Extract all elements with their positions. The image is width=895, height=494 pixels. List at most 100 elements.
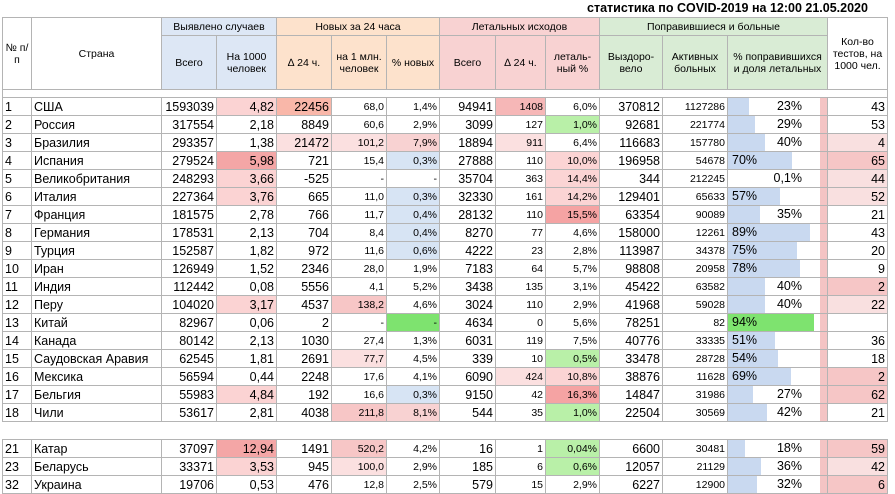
cell-tests: 53 xyxy=(827,115,888,134)
cell-pct-recovered: 40% xyxy=(727,295,828,314)
cell-deaths-total: 3024 xyxy=(439,295,496,314)
cell-per-million: 16,6 xyxy=(331,385,387,404)
cell-delta24: 2346 xyxy=(276,259,332,278)
cell-index: 7 xyxy=(2,205,32,224)
cell-per-million: 11,7 xyxy=(331,205,387,224)
cell-lethal-pct: 0,6% xyxy=(545,457,600,476)
cell-pct-recovered-label: 40% xyxy=(776,279,802,293)
lethal-share-bar xyxy=(820,386,827,403)
cell-pct-recovered: 89% xyxy=(727,223,828,242)
cell-deaths-total: 4222 xyxy=(439,241,496,260)
cell-pct-new: 0,3% xyxy=(386,151,440,170)
cell-deaths-total: 544 xyxy=(439,403,496,422)
cell-recovered: 92681 xyxy=(599,115,663,134)
cell-pct-recovered: 51% xyxy=(727,331,828,350)
recovered-fill-bar xyxy=(728,260,800,277)
header-country: Страна xyxy=(31,17,162,90)
recovered-fill-bar xyxy=(728,152,792,169)
cell-pct-new: 2,9% xyxy=(386,457,440,476)
cell-tests: 6 xyxy=(827,475,888,494)
cell-per1000: 5,98 xyxy=(216,151,277,170)
cell-recovered: 78251 xyxy=(599,313,663,332)
cell-index: 5 xyxy=(2,169,32,188)
cell-country: Иран xyxy=(31,259,162,278)
cell-per-million: 8,4 xyxy=(331,223,387,242)
cell-pct-recovered: 94% xyxy=(727,313,828,332)
cell-pct-recovered-label: 94% xyxy=(732,315,758,329)
cell-pct-recovered: 35% xyxy=(727,205,828,224)
cell-active: 31986 xyxy=(662,385,728,404)
cell-pct-recovered-label: 54% xyxy=(732,351,758,365)
cell-total: 293357 xyxy=(161,133,217,152)
cell-per1000: 1,81 xyxy=(216,349,277,368)
lethal-share-bar xyxy=(820,476,827,493)
cell-active: 90089 xyxy=(662,205,728,224)
cell-pct-recovered: 36% xyxy=(727,457,828,476)
table-row: 14 Канада 80142 2,13 1030 27,4 1,3% 6031 119 7,5%… xyxy=(2,331,888,350)
cell-deaths-delta: 42 xyxy=(495,385,546,404)
cell-index: 12 xyxy=(2,295,32,314)
cell-lethal-pct: 3,1% xyxy=(545,277,600,296)
cell-deaths-total: 6031 xyxy=(439,331,496,350)
cell-delta24: 2248 xyxy=(276,367,332,386)
cell-delta24: 22456 xyxy=(276,97,332,116)
lethal-share-bar xyxy=(820,170,827,187)
lethal-share-bar xyxy=(820,242,827,259)
cell-index: 3 xyxy=(2,133,32,152)
cell-lethal-pct: 2,9% xyxy=(545,295,600,314)
cell-index: 32 xyxy=(2,475,32,494)
cell-index: 21 xyxy=(2,439,32,458)
cell-active: 221774 xyxy=(662,115,728,134)
table-row: 15 Саудовская Аравия 62545 1,81 2691 77,7 4,5%… xyxy=(2,349,888,368)
header-active: Активных больных xyxy=(662,35,728,90)
table-row: 4 Испания 279524 5,98 721 15,4 0,3% 27888 110 10,… xyxy=(2,151,888,170)
cell-recovered: 12057 xyxy=(599,457,663,476)
cell-per-million: 211,8 xyxy=(331,403,387,422)
header-deaths-delta: ∆ 24 ч. xyxy=(495,35,546,90)
cell-pct-recovered: 69% xyxy=(727,367,828,386)
lethal-share-bar xyxy=(820,350,827,367)
cell-deaths-delta: 911 xyxy=(495,133,546,152)
cell-deaths-delta: 110 xyxy=(495,205,546,224)
cell-recovered: 113987 xyxy=(599,241,663,260)
cell-delta24: 1491 xyxy=(276,439,332,458)
recovered-fill-bar xyxy=(728,296,765,313)
recovered-fill-bar xyxy=(728,368,791,385)
cell-per1000: 1,82 xyxy=(216,241,277,260)
recovered-fill-bar xyxy=(728,134,765,151)
cell-per1000: 4,82 xyxy=(216,97,277,116)
cell-pct-recovered-label: 29% xyxy=(776,117,802,131)
cell-index: 18 xyxy=(2,403,32,422)
cell-lethal-pct: 14,2% xyxy=(545,187,600,206)
cell-pct-new: 4,1% xyxy=(386,367,440,386)
cell-pct-new: 2,9% xyxy=(386,115,440,134)
cell-deaths-total: 8270 xyxy=(439,223,496,242)
table-row: 11 Индия 112442 0,08 5556 4,1 5,2% 3438 135 3,1% 4… xyxy=(2,277,888,296)
header-recovered: Выздоро-вело xyxy=(599,35,663,90)
cell-index: 23 xyxy=(2,457,32,476)
cell-country: Мексика xyxy=(31,367,162,386)
cell-per1000: 0,53 xyxy=(216,475,277,494)
cell-pct-recovered: 75% xyxy=(727,241,828,260)
cell-per1000: 0,06 xyxy=(216,313,277,332)
cell-country: Беларусь xyxy=(31,457,162,476)
cell-delta24: 721 xyxy=(276,151,332,170)
cell-per1000: 2,81 xyxy=(216,403,277,422)
cell-index: 2 xyxy=(2,115,32,134)
cell-deaths-delta: 64 xyxy=(495,259,546,278)
cell-lethal-pct: 5,7% xyxy=(545,259,600,278)
cell-tests: 20 xyxy=(827,241,888,260)
header-pct-recovered: % поправившихся и доля летальных xyxy=(727,35,828,90)
cell-tests: 59 xyxy=(827,439,888,458)
cell-tests: 4 xyxy=(827,133,888,152)
cell-recovered: 41968 xyxy=(599,295,663,314)
cell-per1000: 2,78 xyxy=(216,205,277,224)
cell-deaths-delta: 363 xyxy=(495,169,546,188)
header-pct-new: % новых xyxy=(386,35,440,90)
header-tests: Кол-во тестов, на 1000 чел. xyxy=(827,17,888,90)
cell-recovered: 6227 xyxy=(599,475,663,494)
cell-deaths-total: 579 xyxy=(439,475,496,494)
cell-country: Испания xyxy=(31,151,162,170)
cell-country: Россия xyxy=(31,115,162,134)
cell-delta24: 766 xyxy=(276,205,332,224)
